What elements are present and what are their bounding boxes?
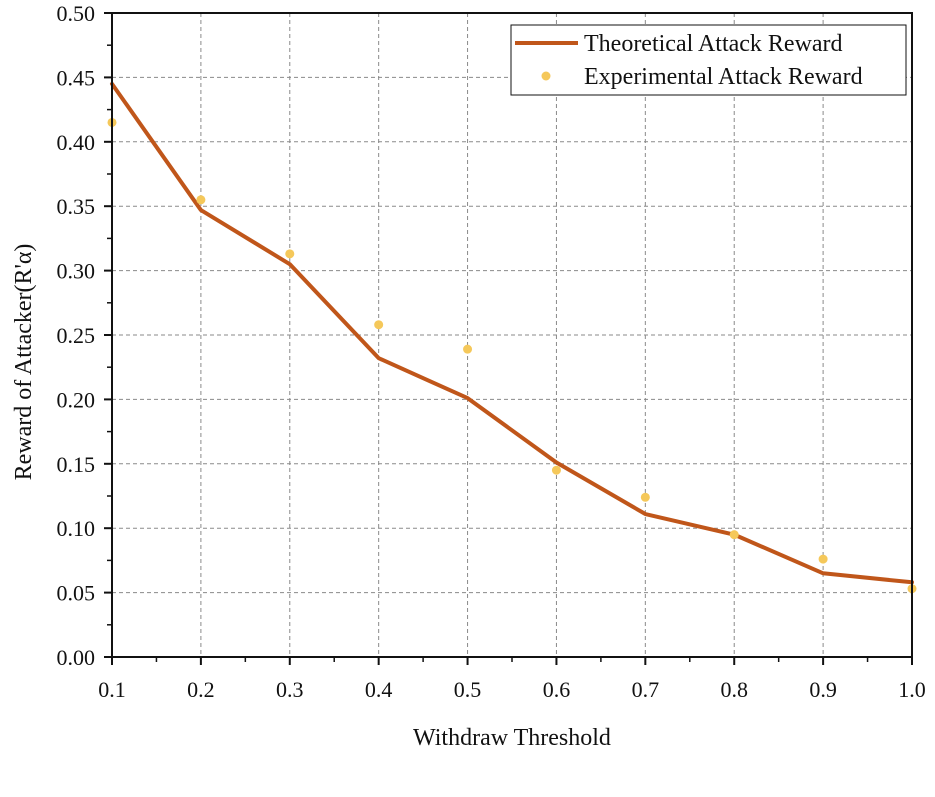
x-tick-label: 0.3 <box>276 677 304 702</box>
x-tick-label: 1.0 <box>898 677 926 702</box>
experimental-reward-point <box>374 320 384 330</box>
x-tick-label: 0.9 <box>809 677 837 702</box>
y-tick-label: 0.45 <box>57 65 96 90</box>
experimental-reward-point <box>285 249 295 259</box>
experimental-reward-point <box>551 465 561 475</box>
y-tick-label: 0.30 <box>57 259 96 284</box>
x-tick-label: 0.1 <box>98 677 126 702</box>
y-tick-label: 0.25 <box>57 323 96 348</box>
axes <box>104 12 913 665</box>
legend-box <box>510 24 907 96</box>
series-layer <box>107 81 917 594</box>
experimental-reward-point <box>196 195 206 205</box>
x-axis-label: Withdraw Threshold <box>413 725 611 751</box>
y-axis-label: Reward of Attacker(R'α) <box>11 244 37 481</box>
experimental-reward-point <box>640 492 650 502</box>
y-tick-label: 0.50 <box>57 1 96 26</box>
experimental-reward-point <box>463 344 473 354</box>
y-tick-label: 0.20 <box>57 387 96 412</box>
legend: Theoretical Attack Reward Experimental At… <box>510 24 907 96</box>
tick-labels: 0.1 0.2 0.3 0.4 0.5 0.6 0.7 0.8 0.9 1.0 0.00 0.05 0.… <box>57 1 926 702</box>
y-tick-label: 0.40 <box>57 130 96 155</box>
experimental-reward-point <box>818 554 828 564</box>
x-tick-label: 0.7 <box>632 677 660 702</box>
y-tick-label: 0.15 <box>57 452 96 477</box>
experimental-reward-point <box>729 530 739 540</box>
y-tick-label: 0.00 <box>57 645 96 670</box>
y-tick-label: 0.10 <box>57 516 96 541</box>
legend-label: Experimental Attack Reward <box>584 64 863 90</box>
y-tick-label: 0.35 <box>57 194 96 219</box>
legend-point-swatch <box>541 71 551 81</box>
x-tick-label: 0.8 <box>720 677 748 702</box>
x-tick-label: 0.2 <box>187 677 215 702</box>
x-tick-label: 0.4 <box>365 677 393 702</box>
theoretical-reward-line <box>110 81 914 585</box>
y-tick-label: 0.05 <box>57 581 96 606</box>
x-tick-label: 0.6 <box>543 677 571 702</box>
x-tick-label: 0.5 <box>454 677 482 702</box>
legend-label: Theoretical Attack Reward <box>584 31 843 57</box>
